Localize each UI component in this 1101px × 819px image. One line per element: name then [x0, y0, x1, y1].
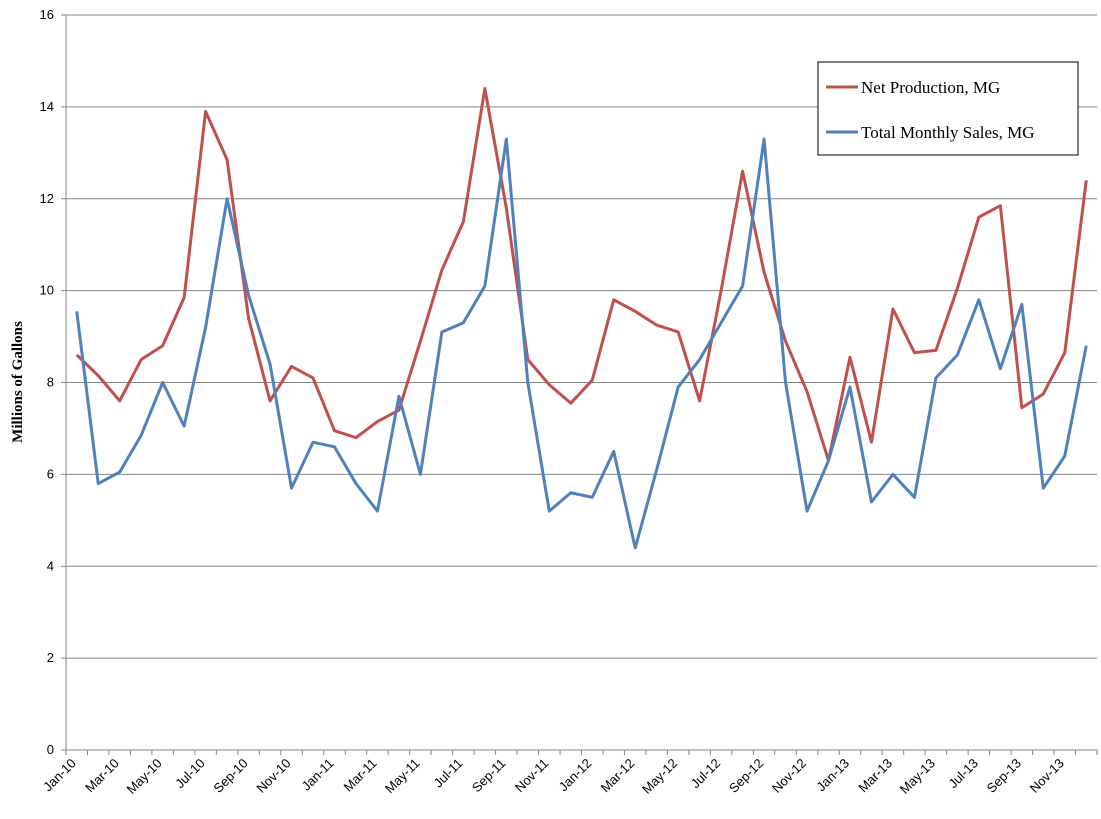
y-tick-label: 10	[40, 283, 54, 298]
y-axis-label: Millions of Gallons	[10, 321, 26, 443]
x-tick-label: Sep-10	[210, 756, 250, 796]
x-tick-label: Nov-10	[253, 756, 293, 796]
x-tick-label: May-11	[382, 756, 423, 797]
x-tick-label: Nov-13	[1027, 756, 1067, 796]
x-tick-label: Jan-13	[813, 756, 852, 795]
y-tick-label: 2	[47, 650, 54, 665]
x-tick-label: Jul-10	[172, 756, 208, 792]
y-tick-label: 0	[47, 742, 54, 757]
y-tick-label: 8	[47, 375, 54, 390]
x-tick-label: Jan-12	[556, 756, 595, 795]
x-tick-label: Sep-13	[984, 756, 1024, 796]
x-tick-label: Jul-12	[688, 756, 724, 792]
x-tick-label: Mar-13	[855, 756, 895, 796]
x-tick-label: May-10	[124, 756, 165, 797]
legend-label: Net Production, MG	[861, 78, 1000, 97]
y-tick-label: 12	[40, 191, 54, 206]
y-tick-label: 6	[47, 466, 54, 481]
x-tick-label: Jul-13	[945, 756, 981, 792]
line-series	[75, 87, 1088, 463]
y-tick-label: 4	[47, 558, 54, 573]
x-tick-label: Nov-12	[769, 756, 809, 796]
line-series	[75, 137, 1088, 550]
legend-label: Total Monthly Sales, MG	[861, 123, 1035, 142]
x-tick-label: Mar-11	[341, 756, 380, 795]
x-tick-label: Mar-10	[82, 756, 122, 796]
y-tick-label: 16	[40, 7, 54, 22]
x-tick-label: Nov-11	[512, 756, 552, 796]
x-tick-label: May-12	[639, 756, 680, 797]
legend-box	[817, 61, 1079, 156]
x-tick-label: Jul-11	[431, 756, 466, 791]
x-tick-label: Sep-12	[726, 756, 766, 796]
y-tick-label: 14	[40, 99, 54, 114]
x-tick-label: Sep-11	[469, 756, 509, 796]
x-tick-label: May-13	[897, 756, 938, 797]
x-tick-label: Jan-11	[299, 756, 337, 794]
x-tick-label: Jan-10	[40, 756, 79, 795]
x-tick-label: Mar-12	[598, 756, 638, 796]
